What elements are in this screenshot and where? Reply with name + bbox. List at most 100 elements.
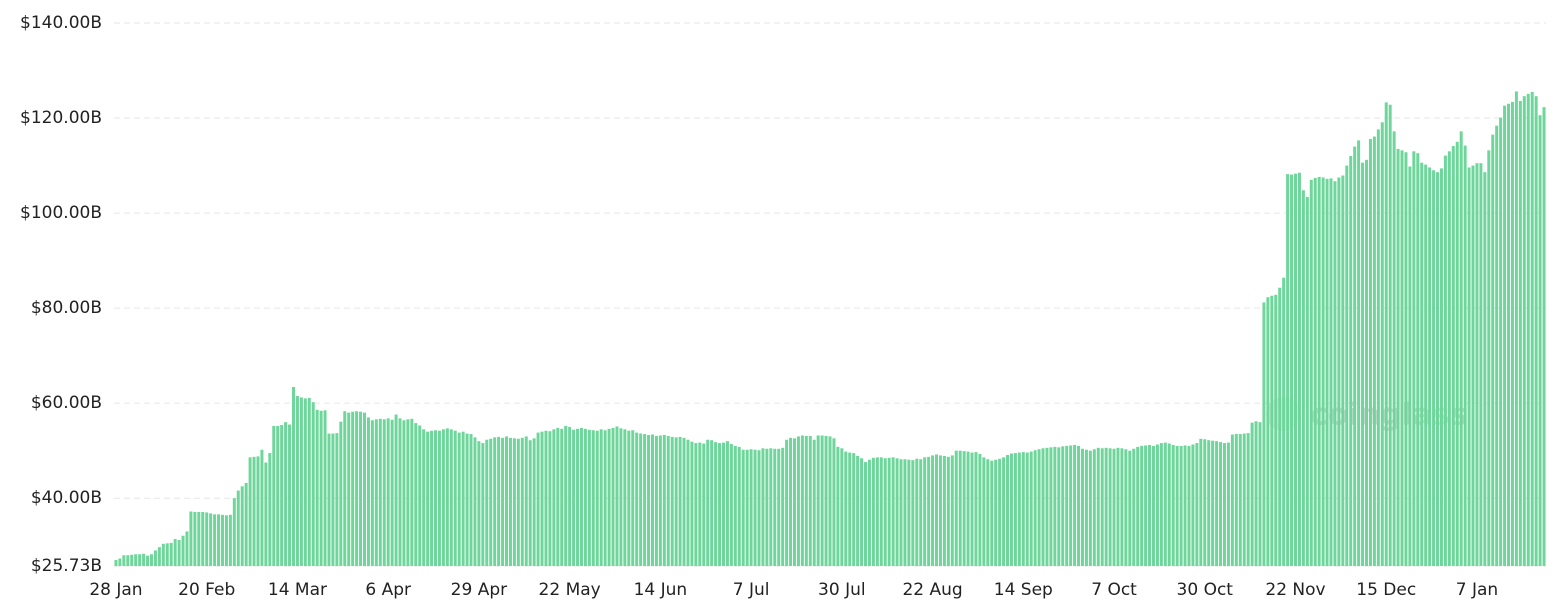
bar: [406, 419, 410, 566]
bar: [1140, 445, 1144, 566]
bar: [540, 431, 544, 566]
x-tick-label: 14 Mar: [268, 580, 327, 600]
bar: [1325, 178, 1329, 566]
bar: [808, 435, 812, 566]
bar: [173, 539, 177, 566]
bar: [1404, 152, 1408, 566]
bar: [1507, 103, 1511, 567]
bar: [1234, 434, 1238, 566]
bar: [856, 455, 860, 566]
bar: [1187, 445, 1191, 566]
bar: [146, 555, 150, 566]
bar: [816, 435, 820, 566]
bar: [355, 411, 359, 566]
bar: [224, 515, 228, 566]
bar: [749, 449, 753, 566]
bar: [599, 429, 603, 566]
bar: [1096, 447, 1100, 566]
bar: [966, 451, 970, 566]
bar: [1459, 131, 1463, 567]
bar: [485, 439, 489, 566]
bar: [690, 441, 694, 566]
bar: [1274, 294, 1278, 566]
bar: [1297, 172, 1301, 567]
bar: [982, 457, 986, 566]
bar: [1503, 105, 1507, 567]
bar: [181, 535, 185, 566]
bar: [919, 459, 923, 566]
bar: [1471, 165, 1475, 566]
bar: [228, 514, 232, 566]
bar: [516, 438, 520, 566]
bar: [765, 448, 769, 566]
bar: [1439, 168, 1443, 566]
bar: [864, 462, 868, 566]
bar: [812, 439, 816, 566]
bar: [138, 554, 142, 566]
bar: [220, 514, 224, 566]
bar: [1222, 443, 1226, 566]
bar: [1195, 443, 1199, 566]
bar: [280, 425, 284, 566]
x-tick-label: 22 Aug: [902, 580, 962, 600]
bar: [725, 441, 729, 566]
bar: [579, 427, 583, 566]
bar: [576, 428, 580, 566]
bar: [1341, 175, 1345, 566]
bar: [177, 540, 181, 566]
bar: [781, 447, 785, 566]
y-tick-label: $60.00B: [31, 393, 102, 413]
bar: [950, 455, 954, 566]
bar: [631, 430, 635, 566]
bar: [911, 460, 915, 566]
bar: [942, 455, 946, 566]
bar: [706, 439, 710, 566]
bar: [1033, 450, 1037, 566]
x-tick-label: 30 Oct: [1177, 580, 1234, 600]
bar: [1495, 125, 1499, 566]
bar: [1053, 446, 1057, 566]
x-tick-label: 29 Apr: [451, 580, 507, 600]
bar: [678, 436, 682, 566]
bar: [871, 457, 875, 566]
bar: [359, 411, 363, 566]
bar: [1171, 444, 1175, 566]
bar: [142, 553, 146, 566]
bar: [1013, 453, 1017, 566]
bar: [1191, 444, 1195, 566]
bar: [860, 458, 864, 566]
bar: [615, 426, 619, 566]
bar: [998, 458, 1002, 566]
bar: [382, 419, 386, 566]
bar: [1179, 445, 1183, 566]
bar: [217, 514, 221, 566]
bar: [887, 457, 891, 566]
bar: [505, 436, 509, 566]
bar: [753, 449, 757, 566]
bar: [299, 397, 303, 566]
y-tick-label: $140.00B: [20, 13, 102, 33]
bar: [785, 439, 789, 566]
bar: [339, 421, 343, 566]
bar: [1333, 181, 1337, 566]
bar: [1084, 449, 1088, 566]
bar: [718, 443, 722, 566]
bar: [935, 454, 939, 566]
bar: [1349, 156, 1353, 567]
bar: [1293, 173, 1297, 567]
bar: [761, 448, 765, 566]
bar: [1211, 440, 1215, 566]
bar: [619, 428, 623, 566]
bar: [512, 438, 516, 566]
bar: [1120, 448, 1124, 566]
bar: [363, 412, 367, 566]
bar: [1420, 162, 1424, 566]
bar: [1451, 146, 1455, 567]
bar: [958, 450, 962, 566]
bar: [927, 456, 931, 566]
bar: [240, 486, 244, 566]
bar: [197, 511, 201, 566]
bar: [1361, 162, 1365, 566]
bar: [205, 512, 209, 566]
